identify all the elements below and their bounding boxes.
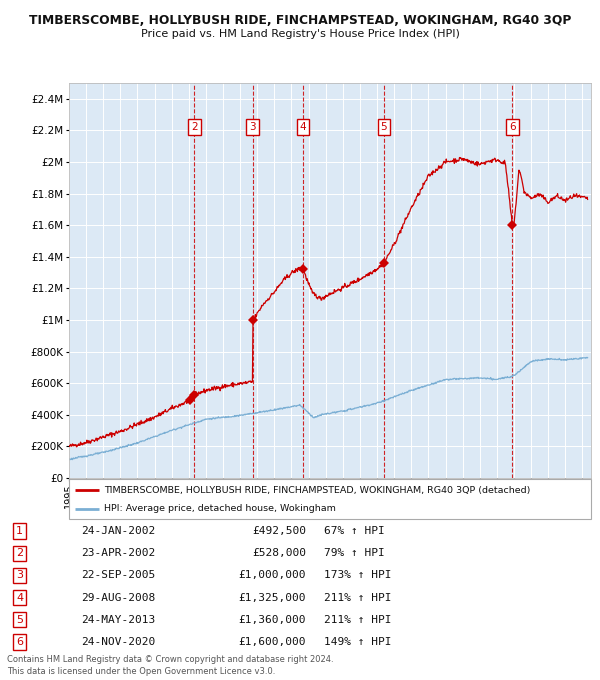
Text: £1,000,000: £1,000,000 bbox=[238, 571, 306, 581]
Text: 67% ↑ HPI: 67% ↑ HPI bbox=[323, 526, 385, 537]
Text: 3: 3 bbox=[250, 122, 256, 132]
Text: 5: 5 bbox=[16, 615, 23, 625]
Text: £1,600,000: £1,600,000 bbox=[238, 636, 306, 647]
Text: 6: 6 bbox=[509, 122, 515, 132]
Text: 1: 1 bbox=[16, 526, 23, 537]
Text: 79% ↑ HPI: 79% ↑ HPI bbox=[323, 548, 385, 558]
Text: 149% ↑ HPI: 149% ↑ HPI bbox=[323, 636, 391, 647]
Text: Contains HM Land Registry data © Crown copyright and database right 2024.
This d: Contains HM Land Registry data © Crown c… bbox=[7, 655, 334, 676]
Text: 24-JAN-2002: 24-JAN-2002 bbox=[82, 526, 156, 537]
Text: 211% ↑ HPI: 211% ↑ HPI bbox=[323, 615, 391, 625]
Text: 22-SEP-2005: 22-SEP-2005 bbox=[82, 571, 156, 581]
Text: 2: 2 bbox=[191, 122, 197, 132]
Text: 3: 3 bbox=[16, 571, 23, 581]
FancyBboxPatch shape bbox=[69, 479, 591, 519]
Text: £492,500: £492,500 bbox=[252, 526, 306, 537]
Text: 173% ↑ HPI: 173% ↑ HPI bbox=[323, 571, 391, 581]
Text: £1,325,000: £1,325,000 bbox=[238, 592, 306, 602]
Text: £528,000: £528,000 bbox=[252, 548, 306, 558]
Text: 23-APR-2002: 23-APR-2002 bbox=[82, 548, 156, 558]
Text: 5: 5 bbox=[380, 122, 387, 132]
Text: 6: 6 bbox=[16, 636, 23, 647]
Text: 29-AUG-2008: 29-AUG-2008 bbox=[82, 592, 156, 602]
Text: HPI: Average price, detached house, Wokingham: HPI: Average price, detached house, Woki… bbox=[104, 505, 337, 513]
Text: TIMBERSCOMBE, HOLLYBUSH RIDE, FINCHAMPSTEAD, WOKINGHAM, RG40 3QP: TIMBERSCOMBE, HOLLYBUSH RIDE, FINCHAMPST… bbox=[29, 14, 571, 27]
Text: 4: 4 bbox=[299, 122, 306, 132]
Text: 211% ↑ HPI: 211% ↑ HPI bbox=[323, 592, 391, 602]
Text: 24-NOV-2020: 24-NOV-2020 bbox=[82, 636, 156, 647]
Text: TIMBERSCOMBE, HOLLYBUSH RIDE, FINCHAMPSTEAD, WOKINGHAM, RG40 3QP (detached): TIMBERSCOMBE, HOLLYBUSH RIDE, FINCHAMPST… bbox=[104, 486, 531, 495]
Text: 24-MAY-2013: 24-MAY-2013 bbox=[82, 615, 156, 625]
Text: 2: 2 bbox=[16, 548, 23, 558]
Text: Price paid vs. HM Land Registry's House Price Index (HPI): Price paid vs. HM Land Registry's House … bbox=[140, 29, 460, 39]
Text: £1,360,000: £1,360,000 bbox=[238, 615, 306, 625]
Text: 4: 4 bbox=[16, 592, 23, 602]
